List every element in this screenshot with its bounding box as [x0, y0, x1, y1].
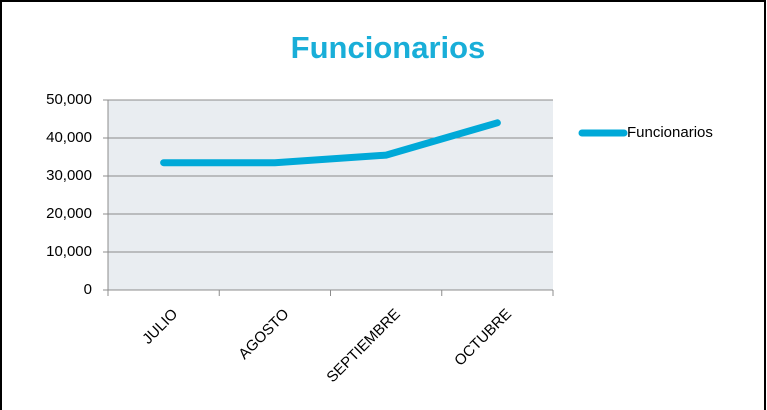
- y-tick-label: 50,000: [46, 91, 92, 108]
- x-tick-label: SEPTIEMBRE: [323, 306, 403, 386]
- x-tick-label: JULIO: [139, 306, 181, 348]
- y-tick-label: 10,000: [46, 243, 92, 260]
- x-tick-label: OCTUBRE: [451, 306, 515, 370]
- legend-label: Funcionarios: [627, 124, 713, 141]
- data-line: [160, 119, 501, 167]
- x-tick-label: AGOSTO: [235, 306, 292, 363]
- y-tick-label: 30,000: [46, 167, 92, 184]
- y-tick-label: 40,000: [46, 129, 92, 146]
- chart-title: Funcionarios: [291, 30, 486, 65]
- y-tick-label: 20,000: [46, 205, 92, 222]
- y-tick-label: 0: [84, 281, 92, 298]
